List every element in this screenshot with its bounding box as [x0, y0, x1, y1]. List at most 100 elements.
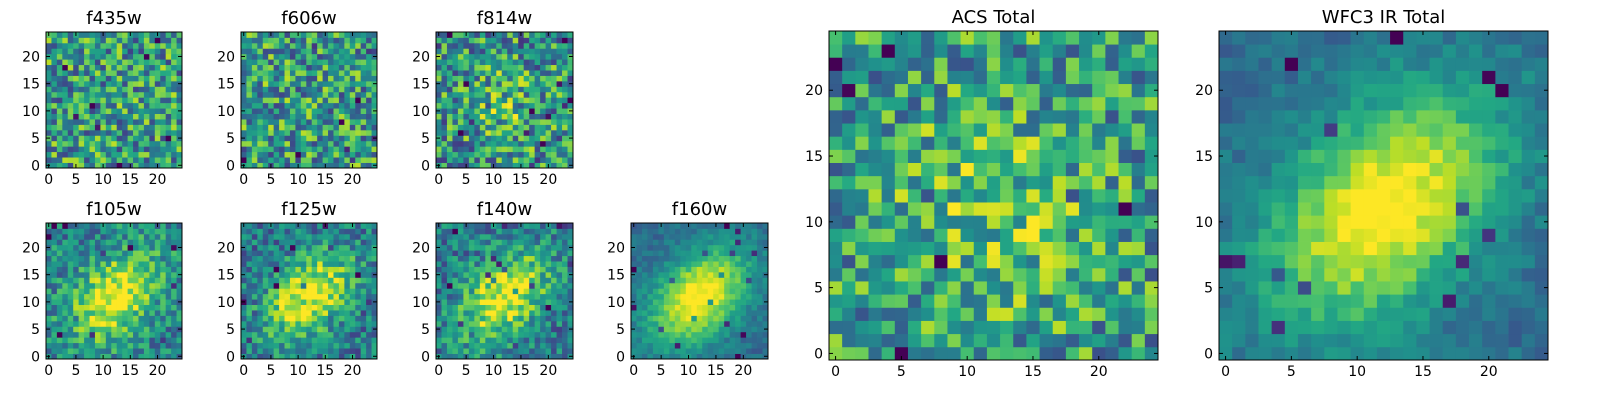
heatmap-cell — [127, 59, 134, 66]
heatmap-cell — [740, 342, 747, 349]
heatmap-cell — [452, 42, 459, 49]
panel-title: f160w — [672, 199, 727, 220]
heatmap-cell — [89, 299, 96, 305]
heatmap-cell — [154, 124, 161, 131]
heatmap-cell — [241, 86, 247, 93]
heatmap-cell — [474, 162, 481, 169]
heatmap-cell — [986, 346, 1001, 361]
heatmap-cell — [138, 271, 145, 278]
heatmap-cell — [366, 261, 372, 267]
heatmap-cell — [306, 315, 313, 322]
heatmap-cell — [289, 337, 296, 344]
heatmap-cell — [534, 239, 541, 246]
heatmap-cell — [523, 157, 530, 163]
heatmap-cell — [740, 255, 747, 262]
heatmap-cell — [1144, 333, 1159, 348]
heatmap-cell — [165, 59, 172, 66]
heatmap-cell — [311, 261, 318, 267]
heatmap-cell — [490, 277, 497, 284]
heatmap-cell — [718, 299, 725, 305]
heatmap-cell — [295, 261, 302, 267]
heatmap-cell — [306, 59, 313, 66]
y-tick-label: 10 — [217, 295, 235, 311]
heatmap-cell — [122, 97, 128, 104]
heatmap-cell — [556, 255, 563, 262]
heatmap-cell — [663, 223, 670, 229]
heatmap-cell — [317, 255, 323, 262]
heatmap-cell — [907, 267, 922, 282]
heatmap-cell — [680, 304, 687, 311]
heatmap-cell — [696, 304, 703, 311]
heatmap-cell — [1131, 175, 1146, 190]
heatmap-cell — [540, 37, 546, 44]
heatmap-cell — [94, 146, 101, 153]
heatmap-cell — [317, 353, 323, 360]
heatmap-cell — [311, 135, 318, 142]
heatmap-cell — [262, 70, 269, 76]
heatmap-cell — [669, 315, 676, 322]
heatmap-cell — [143, 151, 150, 158]
heatmap-cell — [496, 102, 503, 109]
heatmap-cell — [360, 342, 367, 349]
heatmap-cell — [344, 119, 351, 125]
heatmap-cell — [757, 315, 763, 322]
heatmap-cell — [751, 331, 758, 338]
heatmap-cell — [295, 151, 302, 158]
heatmap-cell — [105, 70, 112, 76]
heatmap-cell — [842, 307, 856, 321]
heatmap-cell — [311, 113, 318, 120]
heatmap-cell — [105, 59, 112, 66]
heatmap-cell — [338, 233, 345, 240]
heatmap-cell — [273, 64, 280, 71]
heatmap-cell — [452, 48, 459, 55]
heatmap-cell — [658, 342, 665, 349]
heatmap-cell — [46, 102, 52, 109]
heatmap-cell — [100, 59, 107, 66]
heatmap-cell — [740, 331, 747, 338]
heatmap-cell — [757, 304, 763, 311]
heatmap-cell — [78, 70, 85, 76]
heatmap-cell — [685, 271, 692, 278]
heatmap-cell — [300, 157, 307, 163]
heatmap-cell — [355, 42, 362, 49]
heatmap-cell — [1144, 346, 1159, 361]
heatmap-cell — [452, 228, 459, 235]
heatmap-cell — [490, 124, 497, 131]
heatmap-cell — [251, 288, 258, 295]
heatmap-cell — [1039, 307, 1054, 321]
heatmap-cell — [746, 304, 752, 311]
heatmap-cell — [67, 75, 74, 82]
heatmap-cell — [1144, 294, 1159, 308]
heatmap-cell — [257, 255, 264, 262]
heatmap-cell — [105, 342, 112, 349]
heatmap-cell — [94, 151, 101, 158]
heatmap-cell — [171, 80, 177, 87]
heatmap-cell — [84, 42, 90, 49]
heatmap-cell — [641, 320, 648, 327]
heatmap-cell — [718, 337, 725, 344]
heatmap-cell — [1039, 267, 1054, 282]
heatmap-cell — [1039, 175, 1054, 190]
heatmap-cell — [122, 162, 128, 169]
heatmap-cell — [279, 299, 285, 305]
heatmap-cell — [89, 32, 96, 38]
heatmap-cell — [540, 124, 546, 131]
heatmap-cell — [534, 271, 541, 278]
heatmap-cell — [143, 348, 150, 354]
heatmap-cell — [567, 315, 574, 322]
heatmap-cell — [262, 102, 269, 109]
heatmap-cell — [133, 342, 139, 349]
heatmap-cell — [360, 255, 367, 262]
heatmap-cell — [523, 320, 530, 327]
heatmap-cell — [724, 266, 731, 273]
heatmap-cell — [127, 64, 134, 71]
heatmap-cell — [452, 86, 459, 93]
heatmap-cell — [328, 326, 334, 333]
heatmap-cell — [322, 288, 329, 295]
heatmap-cell — [322, 277, 329, 284]
heatmap-cell — [300, 353, 307, 360]
heatmap-cell — [496, 32, 503, 38]
heatmap-cell — [735, 299, 741, 305]
x-tick-label: 15 — [512, 363, 530, 379]
heatmap-cell — [894, 149, 909, 163]
